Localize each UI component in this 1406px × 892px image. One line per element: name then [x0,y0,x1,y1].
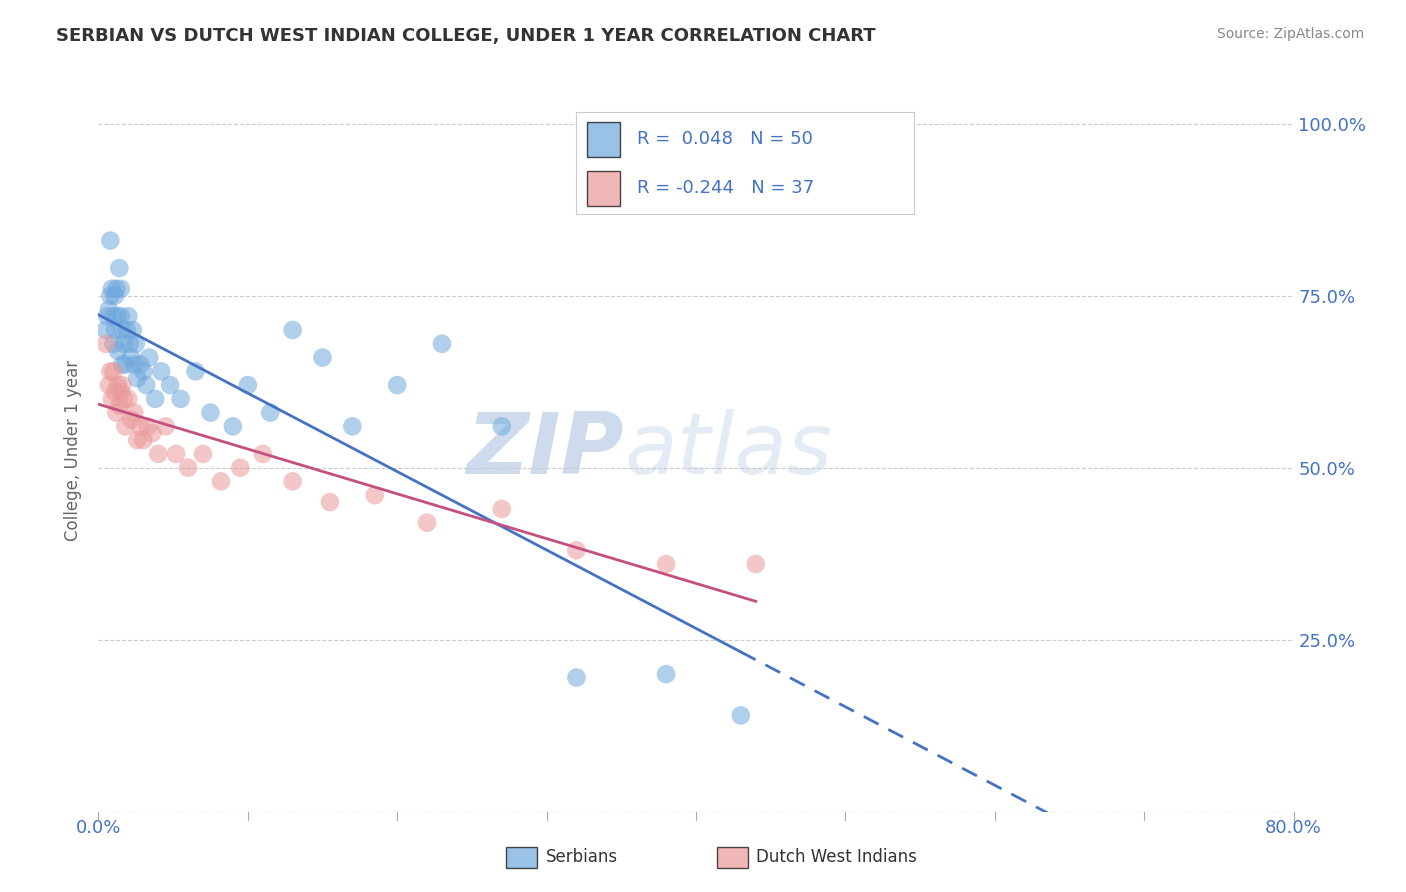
Point [112,392,135,406]
Text: Source: ZipAtlas.com: Source: ZipAtlas.com [1216,27,1364,41]
Point [104,384,127,399]
Point [132,364,155,378]
Point [165,447,187,461]
Point [112,336,135,351]
Point [135,378,157,392]
Text: R =  0.048   N = 50: R = 0.048 N = 50 [637,130,813,148]
Point [110,282,132,296]
Point [94,323,117,337]
Point [281,323,304,337]
Point [120,351,142,365]
Point [127,433,149,447]
Point [98,288,122,302]
Point [114,419,136,434]
Point [311,351,333,365]
Point [281,475,304,489]
Point [117,392,139,406]
Point [121,323,143,337]
Point [107,343,129,358]
Point [177,460,200,475]
Point [159,378,181,392]
Point [96,310,118,324]
Point [385,378,409,392]
Point [104,323,127,337]
Point [138,351,160,365]
Point [191,447,214,461]
Point [108,399,131,413]
Point [491,502,513,516]
Point [103,310,125,324]
Point [104,288,127,302]
Point [114,358,136,372]
Point [416,516,439,530]
Point [97,302,120,317]
Point [200,406,222,420]
Point [127,371,149,385]
Point [430,336,453,351]
Point [143,392,166,406]
Text: SERBIAN VS DUTCH WEST INDIAN COLLEGE, UNDER 1 YEAR CORRELATION CHART: SERBIAN VS DUTCH WEST INDIAN COLLEGE, UN… [56,27,876,45]
Point [565,543,588,558]
Point [115,323,138,337]
Point [169,392,191,406]
Point [108,261,131,276]
Point [655,667,678,681]
Point [124,406,146,420]
Point [319,495,342,509]
Point [107,378,129,392]
Point [110,384,132,399]
Text: R = -0.244   N = 37: R = -0.244 N = 37 [637,179,814,197]
Point [129,358,152,372]
Point [120,412,142,426]
Point [136,419,159,434]
Point [97,378,120,392]
Point [98,364,122,378]
Point [209,475,232,489]
Point [141,426,163,441]
Point [111,358,134,372]
Point [259,406,281,420]
Text: Dutch West Indians: Dutch West Indians [756,848,917,866]
Point [111,378,134,392]
Point [103,336,125,351]
Point [364,488,387,502]
FancyBboxPatch shape [586,171,620,206]
Point [252,447,274,461]
Point [111,323,134,337]
Point [101,392,124,406]
Point [105,282,128,296]
Point [148,447,170,461]
Point [155,419,177,434]
Point [222,419,245,434]
Point [184,364,207,378]
Point [236,378,259,392]
Point [565,671,588,685]
FancyBboxPatch shape [586,122,620,157]
Text: Serbians: Serbians [546,848,617,866]
Point [101,282,124,296]
Point [655,557,678,571]
Point [94,336,117,351]
Point [124,358,146,372]
Point [117,310,139,324]
Point [103,364,125,378]
Point [491,419,513,434]
Point [129,419,152,434]
Point [745,557,768,571]
Point [150,364,173,378]
Point [229,460,252,475]
Point [107,310,129,324]
Y-axis label: College, Under 1 year: College, Under 1 year [65,359,83,541]
Point [110,310,132,324]
Point [730,708,752,723]
Point [125,336,148,351]
Point [105,406,128,420]
Text: atlas: atlas [624,409,832,492]
Point [342,419,364,434]
Point [132,433,155,447]
Point [118,336,141,351]
Text: ZIP: ZIP [467,409,624,492]
Point [98,234,122,248]
